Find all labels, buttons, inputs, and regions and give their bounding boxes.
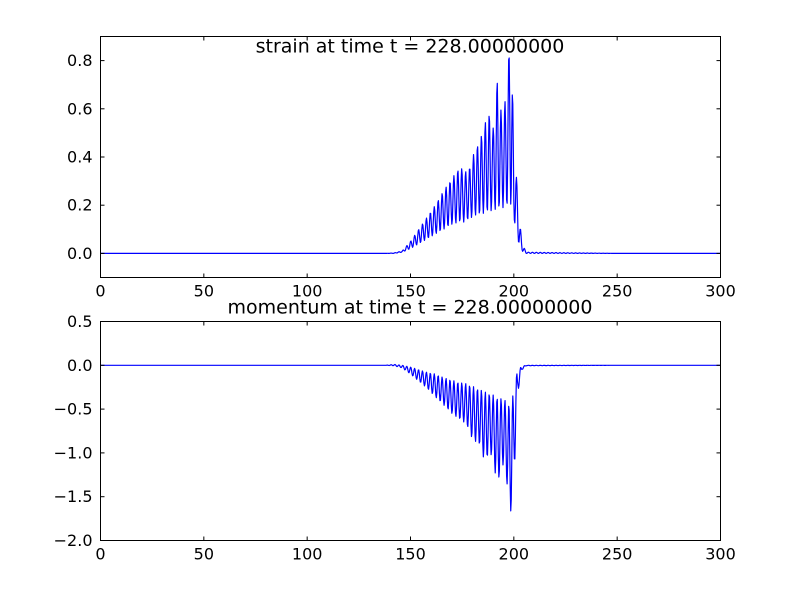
momentum-xtick-label: 50 bbox=[194, 545, 214, 564]
strain-xtick-label: 100 bbox=[292, 282, 323, 301]
momentum-xtick-label: 100 bbox=[292, 545, 323, 564]
strain-axes-frame bbox=[100, 36, 721, 278]
momentum-ytick-label: −0.5 bbox=[54, 400, 93, 419]
momentum-xtick-label: 200 bbox=[499, 545, 530, 564]
momentum-series-line bbox=[100, 363, 721, 512]
momentum-xtick-label: 250 bbox=[602, 545, 633, 564]
momentum-ytick-label: 0.0 bbox=[67, 356, 92, 375]
strain-xtick-label: 150 bbox=[395, 282, 426, 301]
momentum-xtick-label: 150 bbox=[395, 545, 426, 564]
strain-ytick-label: 0.0 bbox=[67, 244, 92, 263]
strain-axis-ticks: 0 50 100 150 200 250 300 0.0 0.2 0.4 0.6 0.8 bbox=[67, 36, 736, 301]
momentum-xtick-label: 300 bbox=[705, 545, 736, 564]
strain-xtick-label: 50 bbox=[194, 282, 214, 301]
momentum-ytick-label: −1.5 bbox=[54, 487, 93, 506]
momentum-subplot: momentum at time t = 228.00000000 0 50 100… bbox=[54, 297, 736, 564]
momentum-ytick-label: −2.0 bbox=[54, 531, 93, 550]
strain-title: strain at time t = 228.00000000 bbox=[256, 36, 565, 58]
strain-ytick-label: 0.4 bbox=[67, 148, 92, 167]
strain-xtick-label: 300 bbox=[705, 282, 736, 301]
momentum-ytick-label: 0.5 bbox=[67, 312, 92, 331]
strain-series-line bbox=[100, 57, 721, 254]
strain-ytick-label: 0.2 bbox=[67, 196, 92, 215]
momentum-title: momentum at time t = 228.00000000 bbox=[228, 297, 593, 319]
strain-xtick-label: 0 bbox=[95, 282, 105, 301]
strain-ytick-label: 0.8 bbox=[67, 51, 92, 70]
strain-subplot: strain at time t = 228.00000000 0 50 100 15… bbox=[67, 36, 736, 301]
momentum-axes-frame bbox=[100, 321, 721, 541]
momentum-axis-ticks: 0 50 100 150 200 250 300 −2.0 −1.5 −1.0 −0.5 0.0 0.5 bbox=[54, 312, 736, 564]
strain-ytick-label: 0.6 bbox=[67, 99, 92, 118]
momentum-ytick-label: −1.0 bbox=[54, 443, 93, 462]
strain-xtick-label: 200 bbox=[499, 282, 530, 301]
momentum-xtick-label: 0 bbox=[95, 545, 105, 564]
strain-xtick-label: 250 bbox=[602, 282, 633, 301]
